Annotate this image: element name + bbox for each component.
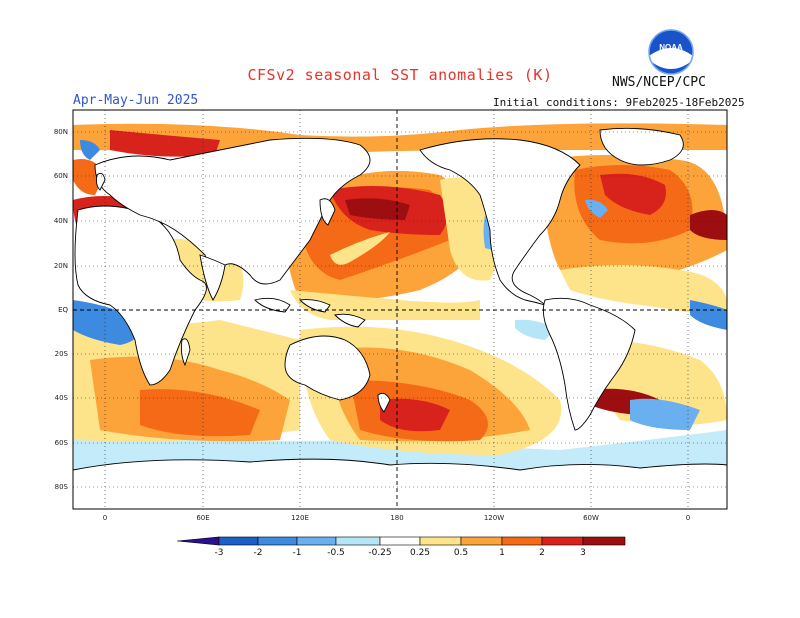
lat-label-80n: 80N — [53, 128, 68, 136]
lat-label-60n: 60N — [53, 172, 68, 180]
colorbar-segment — [257, 536, 298, 546]
lon-label-60e: 60E — [196, 514, 210, 522]
colorbar — [176, 536, 626, 546]
agency-label: NWS/NCEP/CPC — [612, 75, 706, 90]
colorbar-segment — [541, 536, 584, 546]
colorbar-segment — [176, 536, 220, 546]
initial-conditions-label: Initial conditions: 9Feb2025-18Feb2025 — [493, 96, 745, 109]
lat-label-40n: 40N — [53, 217, 68, 225]
lat-label-40s: 40S — [54, 394, 68, 402]
graticule — [73, 110, 727, 509]
colorbar-tick-minus-0-5: -0.5 — [327, 548, 345, 558]
colorbar-tick-0-25: 0.25 — [409, 548, 431, 558]
noaa-logo-text: NOAA — [659, 43, 683, 52]
colorbar-segment — [335, 536, 381, 546]
colorbar-segment — [296, 536, 337, 546]
land-masses — [73, 127, 727, 509]
map-frame — [72, 109, 728, 510]
map-title: CFSv2 seasonal SST anomalies (K) — [247, 66, 553, 84]
colorbar-tick-1: 1 — [499, 548, 505, 558]
lon-label-120w: 120W — [483, 514, 505, 522]
colorbar-tick-minus-1: -1 — [292, 548, 302, 558]
colorbar-segment — [218, 536, 259, 546]
colorbar-tick-3: 3 — [580, 548, 586, 558]
colorbar-tick-minus-2: -2 — [253, 548, 263, 558]
lon-label-120e: 120E — [291, 514, 309, 522]
season-label: Apr-May-Jun 2025 — [73, 93, 199, 108]
colorbar-tick-minus-0-25: -0.25 — [368, 548, 392, 558]
noaa-logo: NOAA — [648, 29, 694, 75]
equator-dateline — [73, 110, 727, 509]
colorbar-tick-2: 2 — [539, 548, 545, 558]
lon-label-0-east: 0 — [685, 514, 691, 522]
lat-label-20s: 20S — [54, 350, 68, 358]
lon-label-60w: 60W — [583, 514, 599, 522]
lon-label-0: 0 — [102, 514, 108, 522]
anomaly-field — [73, 110, 727, 509]
lon-label-180: 180 — [390, 514, 404, 522]
colorbar-segment — [460, 536, 503, 546]
lat-label-eq: EQ — [58, 306, 68, 314]
colorbar-segment — [582, 536, 626, 546]
lat-label-80s: 80S — [54, 483, 68, 491]
colorbar-segment — [501, 536, 543, 546]
colorbar-tick-minus-3: -3 — [214, 548, 224, 558]
lat-label-60s: 60S — [54, 439, 68, 447]
colorbar-segment — [419, 536, 462, 546]
colorbar-segment — [379, 536, 421, 546]
colorbar-tick-0-5: 0.5 — [453, 548, 469, 558]
lat-label-20n: 20N — [53, 262, 68, 270]
